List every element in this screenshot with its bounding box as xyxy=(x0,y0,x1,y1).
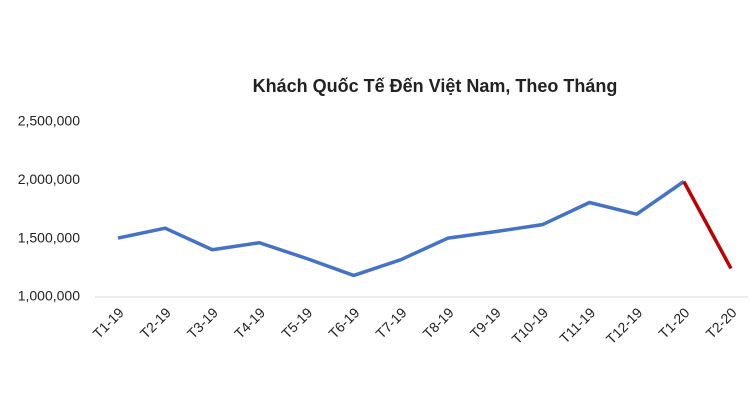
y-tick-label: 1,000,000 xyxy=(18,288,80,304)
x-tick-label: T1-20 xyxy=(655,304,692,341)
x-tick-label: T9-19 xyxy=(467,304,504,341)
x-tick-label: T2-19 xyxy=(137,304,174,341)
y-tick-label: 1,500,000 xyxy=(18,229,80,245)
x-tick-label: T3-19 xyxy=(184,304,221,341)
x-tick-label: T6-19 xyxy=(325,304,362,341)
x-tick-label: T10-19 xyxy=(508,304,551,347)
line xyxy=(117,180,685,278)
x-tick-label: T11-19 xyxy=(556,304,598,346)
y-tick-label: 2,500,000 xyxy=(18,113,80,129)
x-tick-label: T1-19 xyxy=(90,304,127,341)
x-tick-label: T5-19 xyxy=(278,304,315,341)
x-tick-label: T2-20 xyxy=(703,304,740,341)
x-tick-label: T7-19 xyxy=(372,304,409,341)
x-tick-label: T4-19 xyxy=(231,304,268,341)
y-tick-label: 2,000,000 xyxy=(18,171,80,187)
chart-title: Khách Quốc Tế Đến Việt Nam, Theo Tháng xyxy=(253,76,618,96)
x-tick-label: T8-19 xyxy=(420,304,457,341)
line xyxy=(682,180,733,270)
x-tick-label: T12-19 xyxy=(603,304,646,347)
